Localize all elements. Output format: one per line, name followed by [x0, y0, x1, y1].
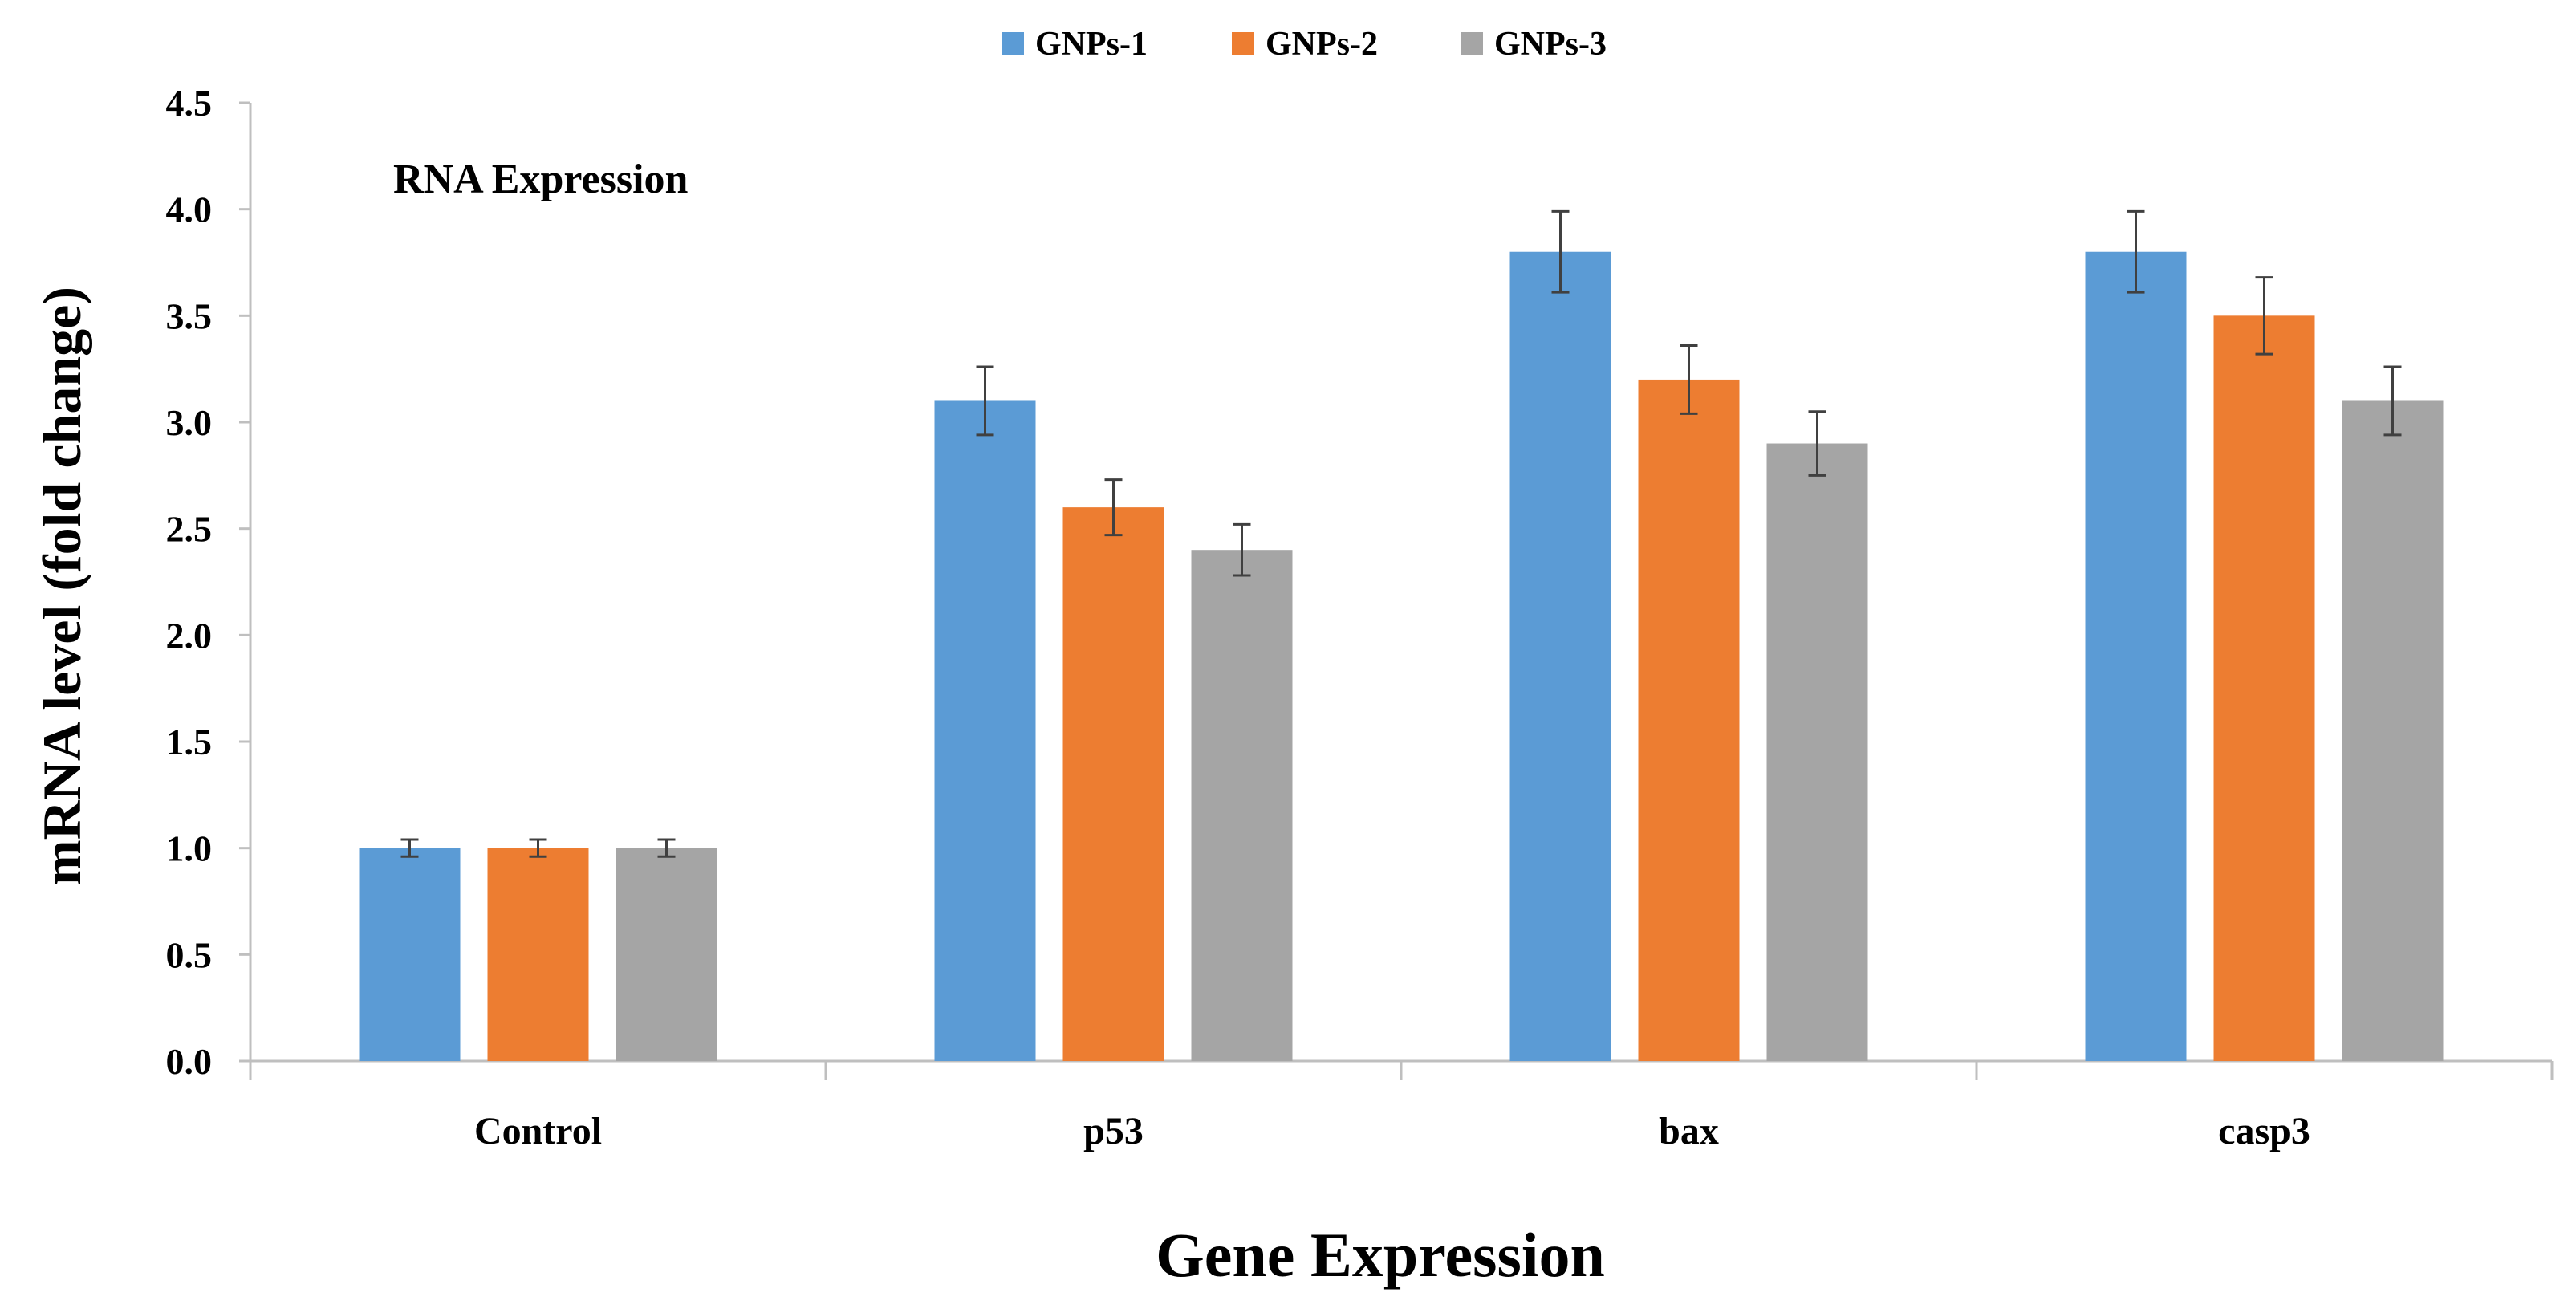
- y-axis: 0.0 0.5 1.0 1.5 2.0 2.5 3.0 3.5 4.0 4.5: [166, 83, 252, 1082]
- bar: [2342, 400, 2444, 1061]
- y-tick-label: 4.0: [166, 189, 213, 230]
- x-tick-label: bax: [1659, 1110, 1719, 1153]
- bar: [616, 848, 717, 1061]
- y-tick-label: 0.0: [166, 1041, 213, 1082]
- bar: [359, 848, 461, 1061]
- legend-label: GNPs-1: [1035, 26, 1148, 63]
- legend-label: GNPs-2: [1266, 26, 1378, 63]
- bar: [934, 400, 1036, 1061]
- y-tick-label: 2.5: [166, 509, 213, 550]
- bar: [1638, 379, 1740, 1061]
- legend-swatch: [1461, 32, 1483, 55]
- legend-swatch: [1232, 32, 1254, 55]
- y-tick-label: 4.5: [166, 83, 213, 124]
- x-tick-label: casp3: [2218, 1110, 2310, 1153]
- bar: [1766, 443, 1868, 1061]
- bar: [1191, 550, 1293, 1061]
- y-axis-label: mRNA level (fold change): [31, 287, 92, 885]
- bar: [2213, 315, 2315, 1061]
- legend: GNPs-1 GNPs-2 GNPs-3: [1002, 26, 1607, 63]
- x-tick-label: p53: [1083, 1110, 1144, 1153]
- legend-label: GNPs-3: [1494, 26, 1607, 63]
- bar: [487, 848, 589, 1061]
- bar: [1509, 251, 1611, 1061]
- bars: [359, 209, 2444, 1061]
- bar: [1062, 507, 1164, 1061]
- y-tick-label: 3.5: [166, 295, 213, 336]
- legend-swatch: [1002, 32, 1024, 55]
- y-tick-label: 2.0: [166, 615, 213, 656]
- chart-annotation: RNA Expression: [393, 157, 689, 202]
- y-tick-label: 0.5: [166, 934, 213, 975]
- y-tick-label: 1.5: [166, 722, 213, 762]
- x-axis-label: Gene Expression: [1156, 1220, 1605, 1290]
- y-tick-label: 3.0: [166, 402, 213, 443]
- y-tick-label: 1.0: [166, 828, 213, 869]
- x-axis: Control p53 bax casp3: [249, 1059, 2554, 1153]
- bar: [2085, 251, 2187, 1061]
- x-tick-label: Control: [474, 1110, 602, 1153]
